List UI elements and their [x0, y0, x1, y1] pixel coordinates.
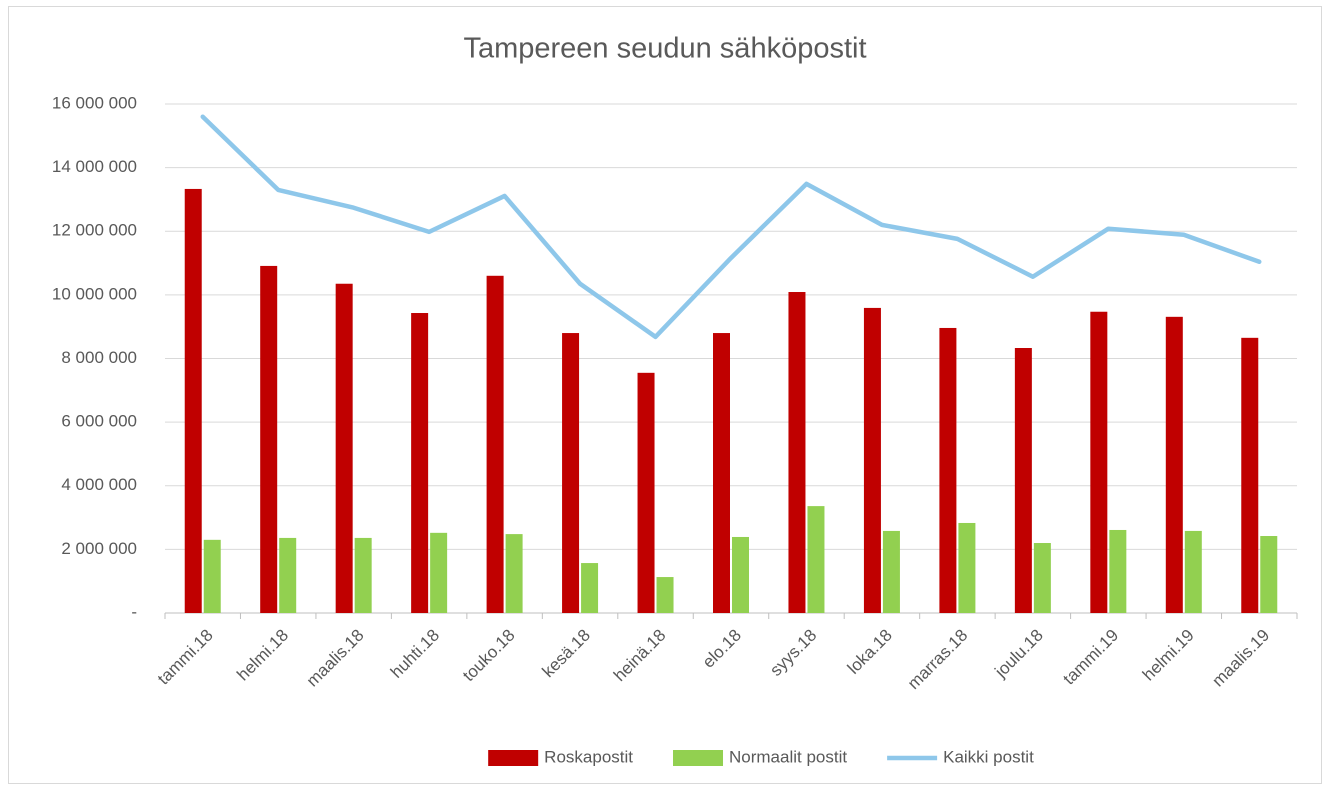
bar	[863, 307, 881, 613]
bar	[203, 539, 221, 613]
bar	[1014, 348, 1032, 613]
bar	[882, 530, 900, 613]
bar	[732, 536, 749, 613]
chart-border	[8, 6, 1322, 784]
bar	[505, 534, 523, 613]
bar	[939, 327, 957, 613]
bar	[562, 333, 580, 613]
y-tick-label: 12 000 000	[52, 221, 137, 240]
bar	[958, 522, 976, 613]
chart-title: Tampereen seudun sähköpostit	[463, 33, 866, 65]
bar	[335, 283, 353, 613]
legend-label: Roskapostit	[544, 747, 633, 766]
legend-swatch	[488, 750, 539, 766]
y-tick-label: 4 000 000	[61, 475, 137, 494]
bar	[184, 188, 202, 613]
bar	[1109, 529, 1127, 613]
bar	[807, 506, 825, 613]
bar	[1033, 543, 1051, 613]
bar	[1184, 530, 1202, 613]
bar	[581, 563, 599, 613]
bar	[260, 265, 278, 613]
bar	[637, 372, 655, 613]
legend-swatch	[673, 750, 724, 766]
bar	[713, 333, 730, 613]
bar	[1090, 311, 1108, 613]
bar	[656, 577, 674, 613]
bar	[411, 313, 429, 613]
bar	[279, 537, 297, 613]
line	[200, 114, 1262, 340]
bar	[1260, 536, 1278, 613]
y-tick-label: 2 000 000	[61, 539, 137, 558]
y-tick-label: 10 000 000	[52, 284, 137, 303]
y-tick-label: 14 000 000	[52, 157, 137, 176]
y-tick-label: 8 000 000	[61, 348, 137, 367]
legend-label: Normaalit postit	[729, 747, 847, 766]
bar	[1165, 316, 1183, 613]
bar	[430, 532, 448, 613]
bar	[486, 275, 504, 613]
bar	[788, 292, 806, 613]
y-tick-label: 6 000 000	[61, 412, 137, 431]
y-tick-label: 16 000 000	[52, 93, 137, 112]
bar	[1241, 337, 1259, 613]
legend-label: Kaikki postit	[943, 747, 1034, 766]
y-tick-label: -	[131, 602, 137, 621]
bar	[354, 537, 372, 613]
